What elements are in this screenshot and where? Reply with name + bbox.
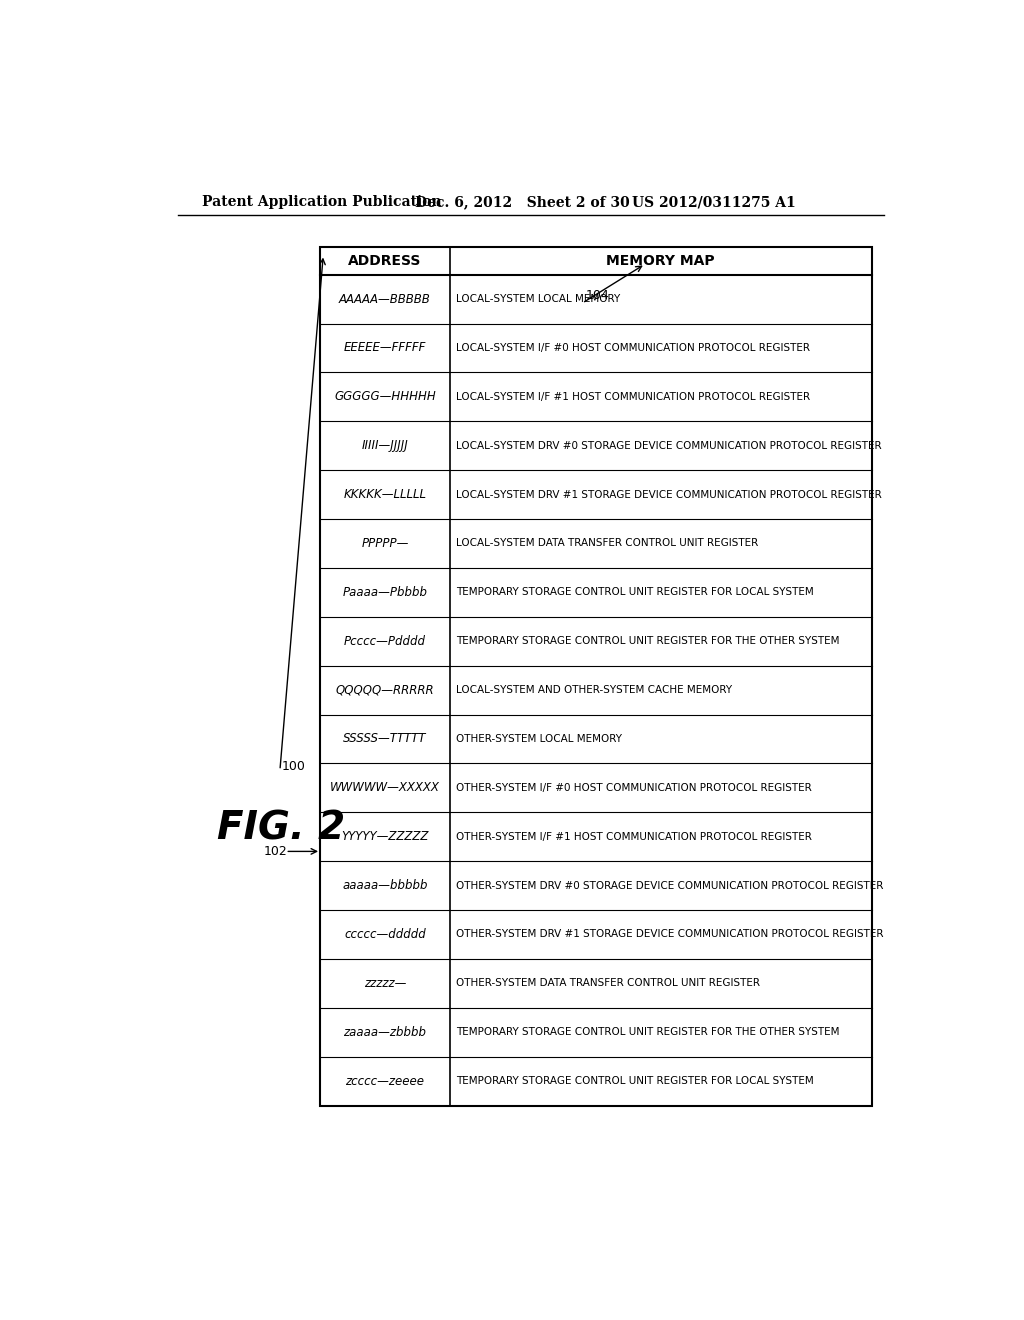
Text: LOCAL-SYSTEM I/F #1 HOST COMMUNICATION PROTOCOL REGISTER: LOCAL-SYSTEM I/F #1 HOST COMMUNICATION P…: [456, 392, 810, 401]
Text: TEMPORARY STORAGE CONTROL UNIT REGISTER FOR THE OTHER SYSTEM: TEMPORARY STORAGE CONTROL UNIT REGISTER …: [456, 636, 840, 647]
Text: Pcccc—Pdddd: Pcccc—Pdddd: [344, 635, 426, 648]
Text: YYYYY—ZZZZZ: YYYYY—ZZZZZ: [341, 830, 429, 843]
Text: Patent Application Publication: Patent Application Publication: [202, 195, 441, 210]
Text: 102: 102: [263, 845, 288, 858]
Text: LOCAL-SYSTEM AND OTHER-SYSTEM CACHE MEMORY: LOCAL-SYSTEM AND OTHER-SYSTEM CACHE MEMO…: [456, 685, 732, 696]
Text: WWWWW—XXXXX: WWWWW—XXXXX: [330, 781, 440, 795]
Text: aaaaa—bbbbb: aaaaa—bbbbb: [342, 879, 428, 892]
Text: OTHER-SYSTEM I/F #1 HOST COMMUNICATION PROTOCOL REGISTER: OTHER-SYSTEM I/F #1 HOST COMMUNICATION P…: [456, 832, 812, 842]
Text: 100: 100: [282, 760, 305, 774]
Text: SSSSS—TTTTT: SSSSS—TTTTT: [343, 733, 427, 746]
Text: LOCAL-SYSTEM DATA TRANSFER CONTROL UNIT REGISTER: LOCAL-SYSTEM DATA TRANSFER CONTROL UNIT …: [456, 539, 758, 549]
Text: LOCAL-SYSTEM I/F #0 HOST COMMUNICATION PROTOCOL REGISTER: LOCAL-SYSTEM I/F #0 HOST COMMUNICATION P…: [456, 343, 810, 352]
Text: TEMPORARY STORAGE CONTROL UNIT REGISTER FOR LOCAL SYSTEM: TEMPORARY STORAGE CONTROL UNIT REGISTER …: [456, 1076, 814, 1086]
Text: FIG. 2: FIG. 2: [217, 809, 345, 847]
Text: Dec. 6, 2012   Sheet 2 of 30: Dec. 6, 2012 Sheet 2 of 30: [415, 195, 630, 210]
Text: ccccc—ddddd: ccccc—ddddd: [344, 928, 426, 941]
Text: LOCAL-SYSTEM LOCAL MEMORY: LOCAL-SYSTEM LOCAL MEMORY: [456, 294, 621, 304]
Text: TEMPORARY STORAGE CONTROL UNIT REGISTER FOR LOCAL SYSTEM: TEMPORARY STORAGE CONTROL UNIT REGISTER …: [456, 587, 814, 598]
Text: PPPPP—: PPPPP—: [361, 537, 409, 550]
Text: zzzzz—: zzzzz—: [364, 977, 407, 990]
Text: zaaaa—zbbbb: zaaaa—zbbbb: [343, 1026, 426, 1039]
Text: MEMORY MAP: MEMORY MAP: [606, 253, 715, 268]
Text: GGGGG—HHHHH: GGGGG—HHHHH: [334, 391, 436, 404]
Text: QQQQQ—RRRRR: QQQQQ—RRRRR: [336, 684, 434, 697]
Text: AAAAA—BBBBB: AAAAA—BBBBB: [339, 293, 431, 306]
Text: OTHER-SYSTEM LOCAL MEMORY: OTHER-SYSTEM LOCAL MEMORY: [456, 734, 622, 744]
Bar: [321, 247, 872, 1105]
Text: LOCAL-SYSTEM DRV #0 STORAGE DEVICE COMMUNICATION PROTOCOL REGISTER: LOCAL-SYSTEM DRV #0 STORAGE DEVICE COMMU…: [456, 441, 882, 450]
Text: KKKKK—LLLLL: KKKKK—LLLLL: [343, 488, 426, 502]
Text: OTHER-SYSTEM I/F #0 HOST COMMUNICATION PROTOCOL REGISTER: OTHER-SYSTEM I/F #0 HOST COMMUNICATION P…: [456, 783, 812, 793]
Text: zcccc—zeeee: zcccc—zeeee: [345, 1074, 424, 1088]
Text: TEMPORARY STORAGE CONTROL UNIT REGISTER FOR THE OTHER SYSTEM: TEMPORARY STORAGE CONTROL UNIT REGISTER …: [456, 1027, 840, 1038]
Text: OTHER-SYSTEM DATA TRANSFER CONTROL UNIT REGISTER: OTHER-SYSTEM DATA TRANSFER CONTROL UNIT …: [456, 978, 760, 989]
Text: IIIII—JJJJJ: IIIII—JJJJJ: [361, 440, 409, 453]
Text: ADDRESS: ADDRESS: [348, 253, 422, 268]
Text: OTHER-SYSTEM DRV #0 STORAGE DEVICE COMMUNICATION PROTOCOL REGISTER: OTHER-SYSTEM DRV #0 STORAGE DEVICE COMMU…: [456, 880, 883, 891]
Text: LOCAL-SYSTEM DRV #1 STORAGE DEVICE COMMUNICATION PROTOCOL REGISTER: LOCAL-SYSTEM DRV #1 STORAGE DEVICE COMMU…: [456, 490, 882, 499]
Text: US 2012/0311275 A1: US 2012/0311275 A1: [632, 195, 796, 210]
Text: Paaaa—Pbbbb: Paaaa—Pbbbb: [342, 586, 427, 599]
Text: OTHER-SYSTEM DRV #1 STORAGE DEVICE COMMUNICATION PROTOCOL REGISTER: OTHER-SYSTEM DRV #1 STORAGE DEVICE COMMU…: [456, 929, 884, 940]
Text: EEEEE—FFFFF: EEEEE—FFFFF: [344, 342, 426, 355]
Text: 104: 104: [586, 289, 609, 302]
